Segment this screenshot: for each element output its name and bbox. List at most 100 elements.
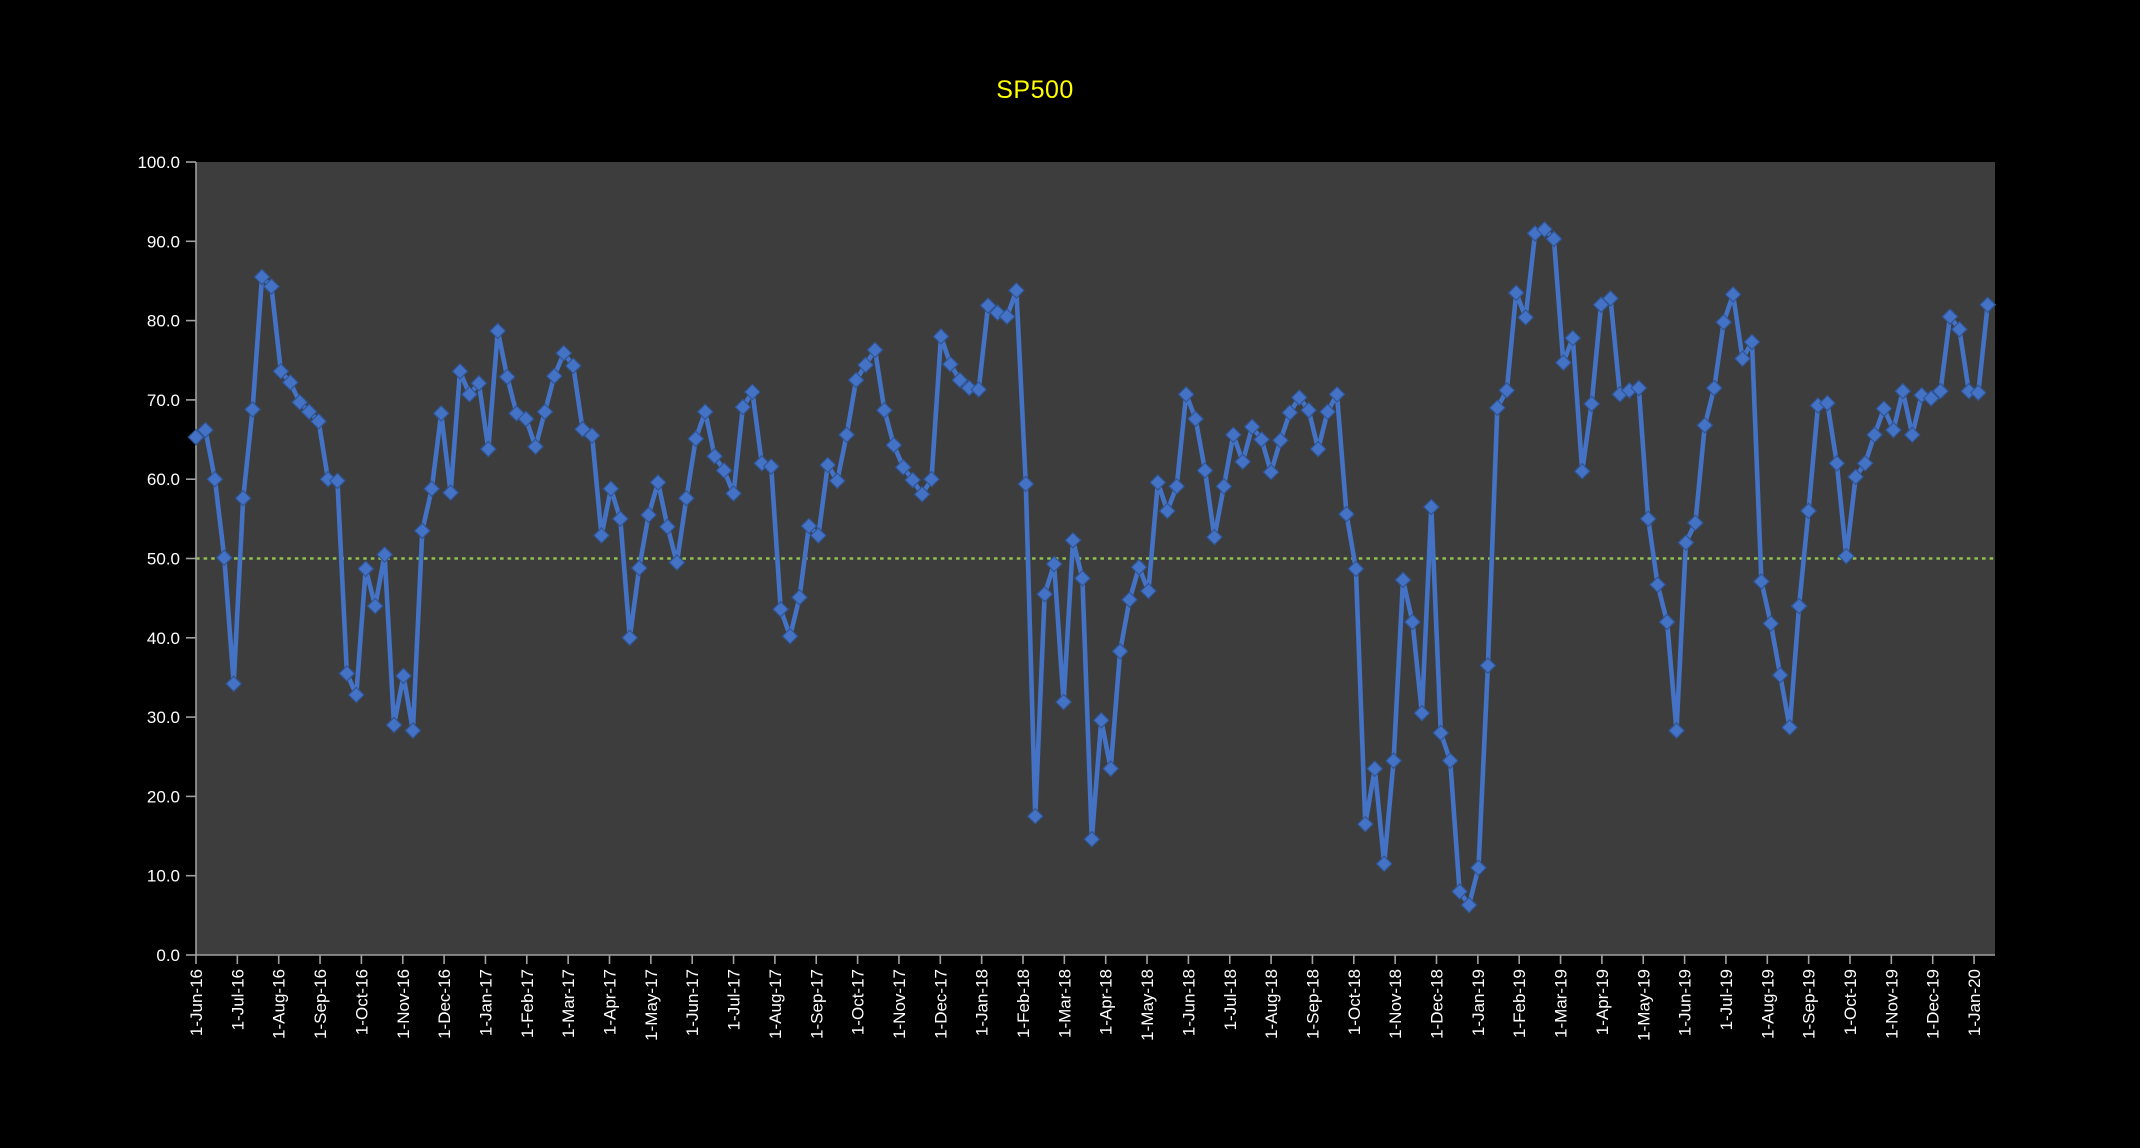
data-point-marker (1073, 569, 1091, 587)
data-point-marker (885, 436, 903, 454)
data-point-marker (1262, 463, 1280, 481)
x-axis-label: 1-Feb-19 (1510, 969, 1529, 1038)
x-axis-label: 1-Jul-19 (1717, 969, 1736, 1030)
data-point-marker (725, 485, 742, 502)
x-axis-label: 1-Jun-17 (683, 969, 702, 1036)
data-point-marker (1743, 333, 1761, 351)
x-axis-label: 1-Oct-18 (1345, 969, 1364, 1035)
data-point-marker (951, 371, 969, 389)
data-point-marker (1356, 815, 1374, 833)
data-point-marker (970, 381, 988, 399)
data-point-marker (395, 667, 412, 685)
data-point-marker (1724, 285, 1742, 303)
data-point-marker (1328, 385, 1346, 403)
x-axis-label: 1-Feb-17 (518, 969, 537, 1038)
x-axis-label: 1-Jan-17 (476, 969, 495, 1036)
x-axis-label: 1-Nov-18 (1386, 969, 1405, 1039)
data-point-marker (1866, 426, 1883, 444)
data-point-marker (357, 560, 375, 578)
data-point-marker (1583, 395, 1601, 413)
data-point-marker (734, 398, 752, 416)
data-point-marker (1639, 510, 1657, 528)
data-point-marker (1007, 282, 1025, 299)
data-point-marker (1498, 381, 1516, 399)
data-point-marker (932, 328, 950, 345)
data-point-marker (338, 665, 356, 682)
data-point-marker (489, 322, 507, 340)
data-point-marker (640, 506, 658, 524)
data-point-marker (319, 470, 337, 488)
data-point-marker (1564, 329, 1582, 347)
data-point-marker (253, 268, 271, 286)
data-point-marker (1196, 462, 1214, 479)
x-axis-label: 1-Jul-18 (1221, 969, 1240, 1030)
data-point-marker (1517, 308, 1535, 326)
x-axis-label: 1-Sep-17 (807, 969, 826, 1039)
data-point-marker (564, 357, 582, 375)
data-point-marker (762, 458, 780, 475)
y-axis-label: 50.0 (147, 550, 180, 569)
data-point-marker (1243, 418, 1261, 436)
data-point-marker (621, 629, 639, 647)
data-point-marker (1309, 440, 1327, 458)
x-axis-label: 1-Jun-16 (187, 969, 206, 1036)
data-point-marker (291, 393, 309, 411)
data-point-marker (1394, 571, 1412, 589)
x-axis-label: 1-Dec-17 (931, 969, 950, 1039)
data-point-marker (545, 367, 563, 385)
data-point-marker (838, 426, 856, 444)
data-point-marker (630, 559, 648, 577)
data-point-marker (866, 341, 884, 359)
data-point-marker (1366, 760, 1384, 778)
data-point-marker (894, 458, 912, 476)
data-point-marker (1884, 421, 1902, 439)
y-axis-label: 90.0 (147, 232, 180, 251)
x-axis-label: 1-May-19 (1634, 969, 1653, 1041)
x-axis-label: 1-Jan-20 (1965, 969, 1984, 1036)
data-point-marker (1139, 582, 1157, 600)
data-point-marker (1903, 426, 1921, 444)
data-point-marker (1762, 615, 1780, 632)
data-point-marker (1045, 555, 1063, 573)
data-point-marker (998, 308, 1016, 326)
data-point-marker (1677, 534, 1695, 552)
data-point-marker (1658, 613, 1676, 631)
data-point-marker (1441, 752, 1459, 770)
data-point-marker (1187, 410, 1205, 428)
x-axis-label: 1-Feb-18 (1014, 969, 1033, 1038)
data-point-marker (1224, 426, 1242, 444)
data-point-marker (310, 412, 328, 430)
data-point-marker (1300, 401, 1318, 419)
data-point-marker (772, 600, 790, 618)
data-point-marker (1781, 718, 1799, 736)
data-point-marker (404, 722, 422, 740)
data-point-marker (1102, 760, 1120, 778)
data-point-marker (1875, 400, 1893, 418)
data-point-marker (206, 470, 224, 488)
data-point-marker (442, 484, 460, 502)
data-point-marker (923, 470, 940, 488)
data-point-marker (1290, 389, 1308, 406)
data-point-marker (281, 374, 299, 391)
data-point-marker (1668, 722, 1685, 740)
data-point-marker (593, 527, 610, 544)
data-point-marker (1253, 431, 1271, 448)
data-point-marker (687, 430, 705, 448)
data-point-marker (413, 522, 431, 540)
x-axis-label: 1-Jul-17 (725, 969, 744, 1030)
data-point-marker (1686, 514, 1704, 532)
x-axis-label: 1-Dec-19 (1924, 969, 1943, 1039)
data-point-marker (1375, 855, 1393, 873)
data-point-marker (1460, 896, 1478, 914)
data-point-marker (1837, 547, 1855, 565)
data-point-marker (1950, 320, 1968, 338)
data-point-marker (1083, 830, 1101, 848)
data-point-marker (1856, 454, 1874, 472)
data-point-marker (1649, 576, 1667, 594)
data-point-marker (272, 362, 290, 380)
chart-title: SP500 (996, 76, 1074, 104)
data-point-marker (244, 400, 262, 418)
data-point-marker (1488, 399, 1506, 417)
x-axis-label: 1-Aug-17 (766, 969, 785, 1039)
data-point-marker (602, 480, 620, 498)
